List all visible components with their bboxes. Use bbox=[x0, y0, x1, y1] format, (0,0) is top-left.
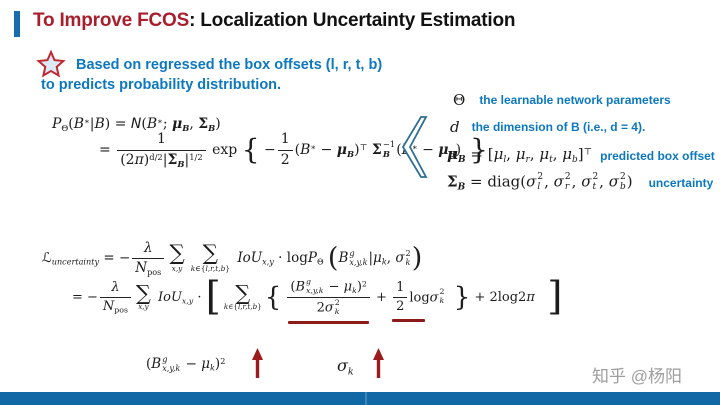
sigma-k-term: σk bbox=[337, 356, 354, 378]
up-arrow-icon bbox=[373, 348, 384, 378]
page-title-highlight: To Improve FCOS bbox=[33, 10, 190, 31]
left-angle-bracket-icon bbox=[401, 116, 428, 178]
legend-row-theta: Θ the learnable network parameters bbox=[453, 91, 671, 110]
footer-bar-divider bbox=[365, 392, 367, 405]
page-title: To Improve FCOS: Localization Uncertaint… bbox=[33, 10, 515, 32]
gaussian-formula-line1: PΘ(B∗|B) = N(B∗; μB, ΣB) bbox=[52, 116, 221, 134]
bullet-text-line2: to predicts probability distribution. bbox=[41, 77, 282, 93]
sigma-description: uncertainty bbox=[648, 175, 714, 190]
loss-formula-line1: ℒuncertainty = − λ Npos ∑ x,y ∑ k∈{l,r,t,b} Io… bbox=[42, 240, 423, 277]
up-arrow-icon bbox=[252, 348, 263, 378]
mu-vector-formula: μB = [μl, μr, μt, μb]⊤ bbox=[447, 145, 593, 166]
watermark: 知乎 @杨阳 bbox=[592, 367, 682, 386]
loss-formula-line2: = − λ Npos ∑ x,y IoUx,y · [∑ k∈{l,r,t,b}{ (B g… bbox=[72, 274, 563, 324]
page-title-rest: : Localization Uncertainty Estimation bbox=[189, 10, 516, 31]
legend-row-dimension: d the dimension of B (i.e., d = 4). bbox=[450, 118, 645, 137]
footer-bar bbox=[0, 392, 720, 405]
d-symbol: d bbox=[450, 118, 460, 136]
gaussian-formula-line2: = 1 (2π)d/2|ΣB|1/2 exp { −1 2 (B∗ − μB)⊤ Σ −… bbox=[99, 131, 488, 169]
bullet-text-line1: Based on regressed the box offsets (l, r… bbox=[76, 57, 383, 73]
theta-symbol: Θ bbox=[453, 91, 466, 109]
legend-row-mu: μB = [μl, μr, μt, μb]⊤ predicted box off… bbox=[447, 145, 715, 166]
d-description: the dimension of B (i.e., d = 4). bbox=[471, 120, 646, 135]
theta-description: the learnable network parameters bbox=[479, 93, 671, 108]
mu-description: predicted box offset bbox=[600, 148, 715, 163]
title-accent-bar bbox=[14, 11, 20, 37]
star-icon bbox=[36, 50, 66, 78]
squared-error-term: (B g x,y,k − μk)2 bbox=[146, 354, 226, 374]
